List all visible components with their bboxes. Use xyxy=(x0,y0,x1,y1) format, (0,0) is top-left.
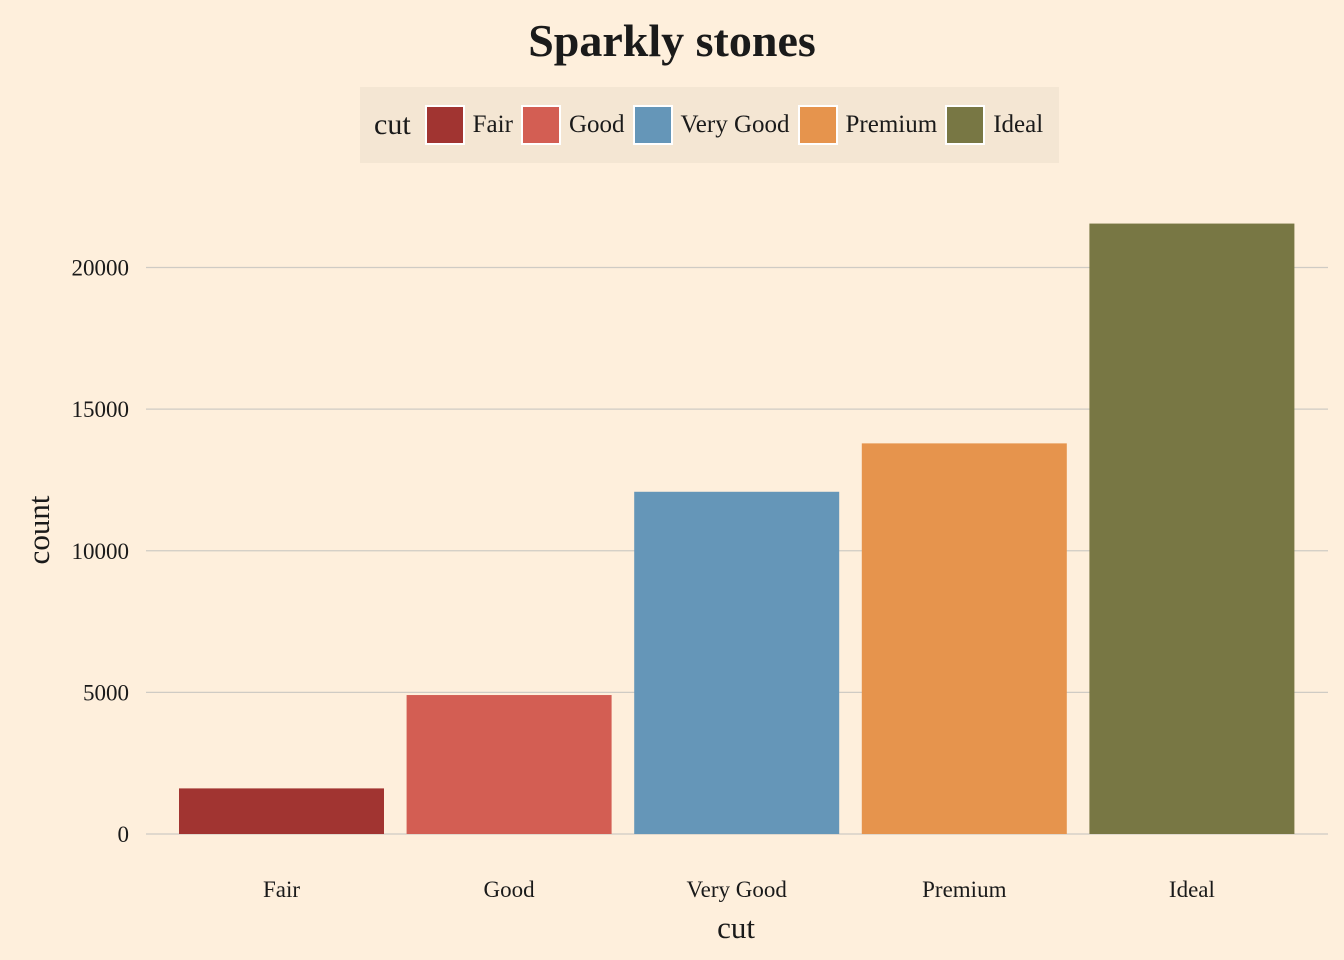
legend-swatch-ideal xyxy=(945,105,986,145)
bar-ideal xyxy=(1089,223,1295,834)
bar-premium xyxy=(861,443,1067,834)
legend-swatch-good xyxy=(520,105,561,145)
y-tick-label: 10000 xyxy=(72,539,130,564)
x-tick-label: Fair xyxy=(263,877,300,902)
y-tick-label: 0 xyxy=(118,822,130,847)
legend-item-premium: Premium xyxy=(797,105,938,145)
legend-swatch-fair xyxy=(424,105,465,145)
legend-item-ideal: Ideal xyxy=(945,105,1043,145)
legend-item-fair: Fair xyxy=(424,105,513,145)
legend-swatch-very-good xyxy=(632,105,673,145)
x-tick-label: Very Good xyxy=(687,877,788,902)
legend-title: cut xyxy=(374,108,411,141)
bar-good xyxy=(406,695,612,834)
legend-label-fair: Fair xyxy=(472,111,513,138)
legend: cut Fair Good Very Good Premium Ideal xyxy=(360,87,1060,163)
legend-item-good: Good xyxy=(520,105,625,145)
x-tick-labels: Fair Good Very Good Premium Ideal xyxy=(263,877,1215,902)
legend-label-very-good: Very Good xyxy=(680,111,790,138)
legend-label-good: Good xyxy=(568,111,625,138)
y-tick-label: 15000 xyxy=(72,397,130,422)
legend-item-very-good: Very Good xyxy=(632,105,790,145)
x-axis-label: cut xyxy=(717,910,755,945)
bar-very-good xyxy=(634,491,840,834)
legend-label-premium: Premium xyxy=(845,111,938,138)
legend-label-ideal: Ideal xyxy=(993,111,1044,138)
x-tick-label: Premium xyxy=(922,877,1006,902)
y-tick-label: 20000 xyxy=(72,256,130,281)
y-axis-label: count xyxy=(21,495,56,564)
bar-fair xyxy=(179,788,384,834)
bars xyxy=(179,223,1295,834)
legend-swatch-premium xyxy=(797,105,838,145)
y-tick-labels: 0 5000 10000 15000 20000 xyxy=(72,256,130,848)
chart-title: Sparkly stones xyxy=(528,15,816,66)
x-tick-label: Good xyxy=(484,877,536,902)
x-tick-label: Ideal xyxy=(1169,877,1215,902)
y-tick-label: 5000 xyxy=(83,680,129,705)
